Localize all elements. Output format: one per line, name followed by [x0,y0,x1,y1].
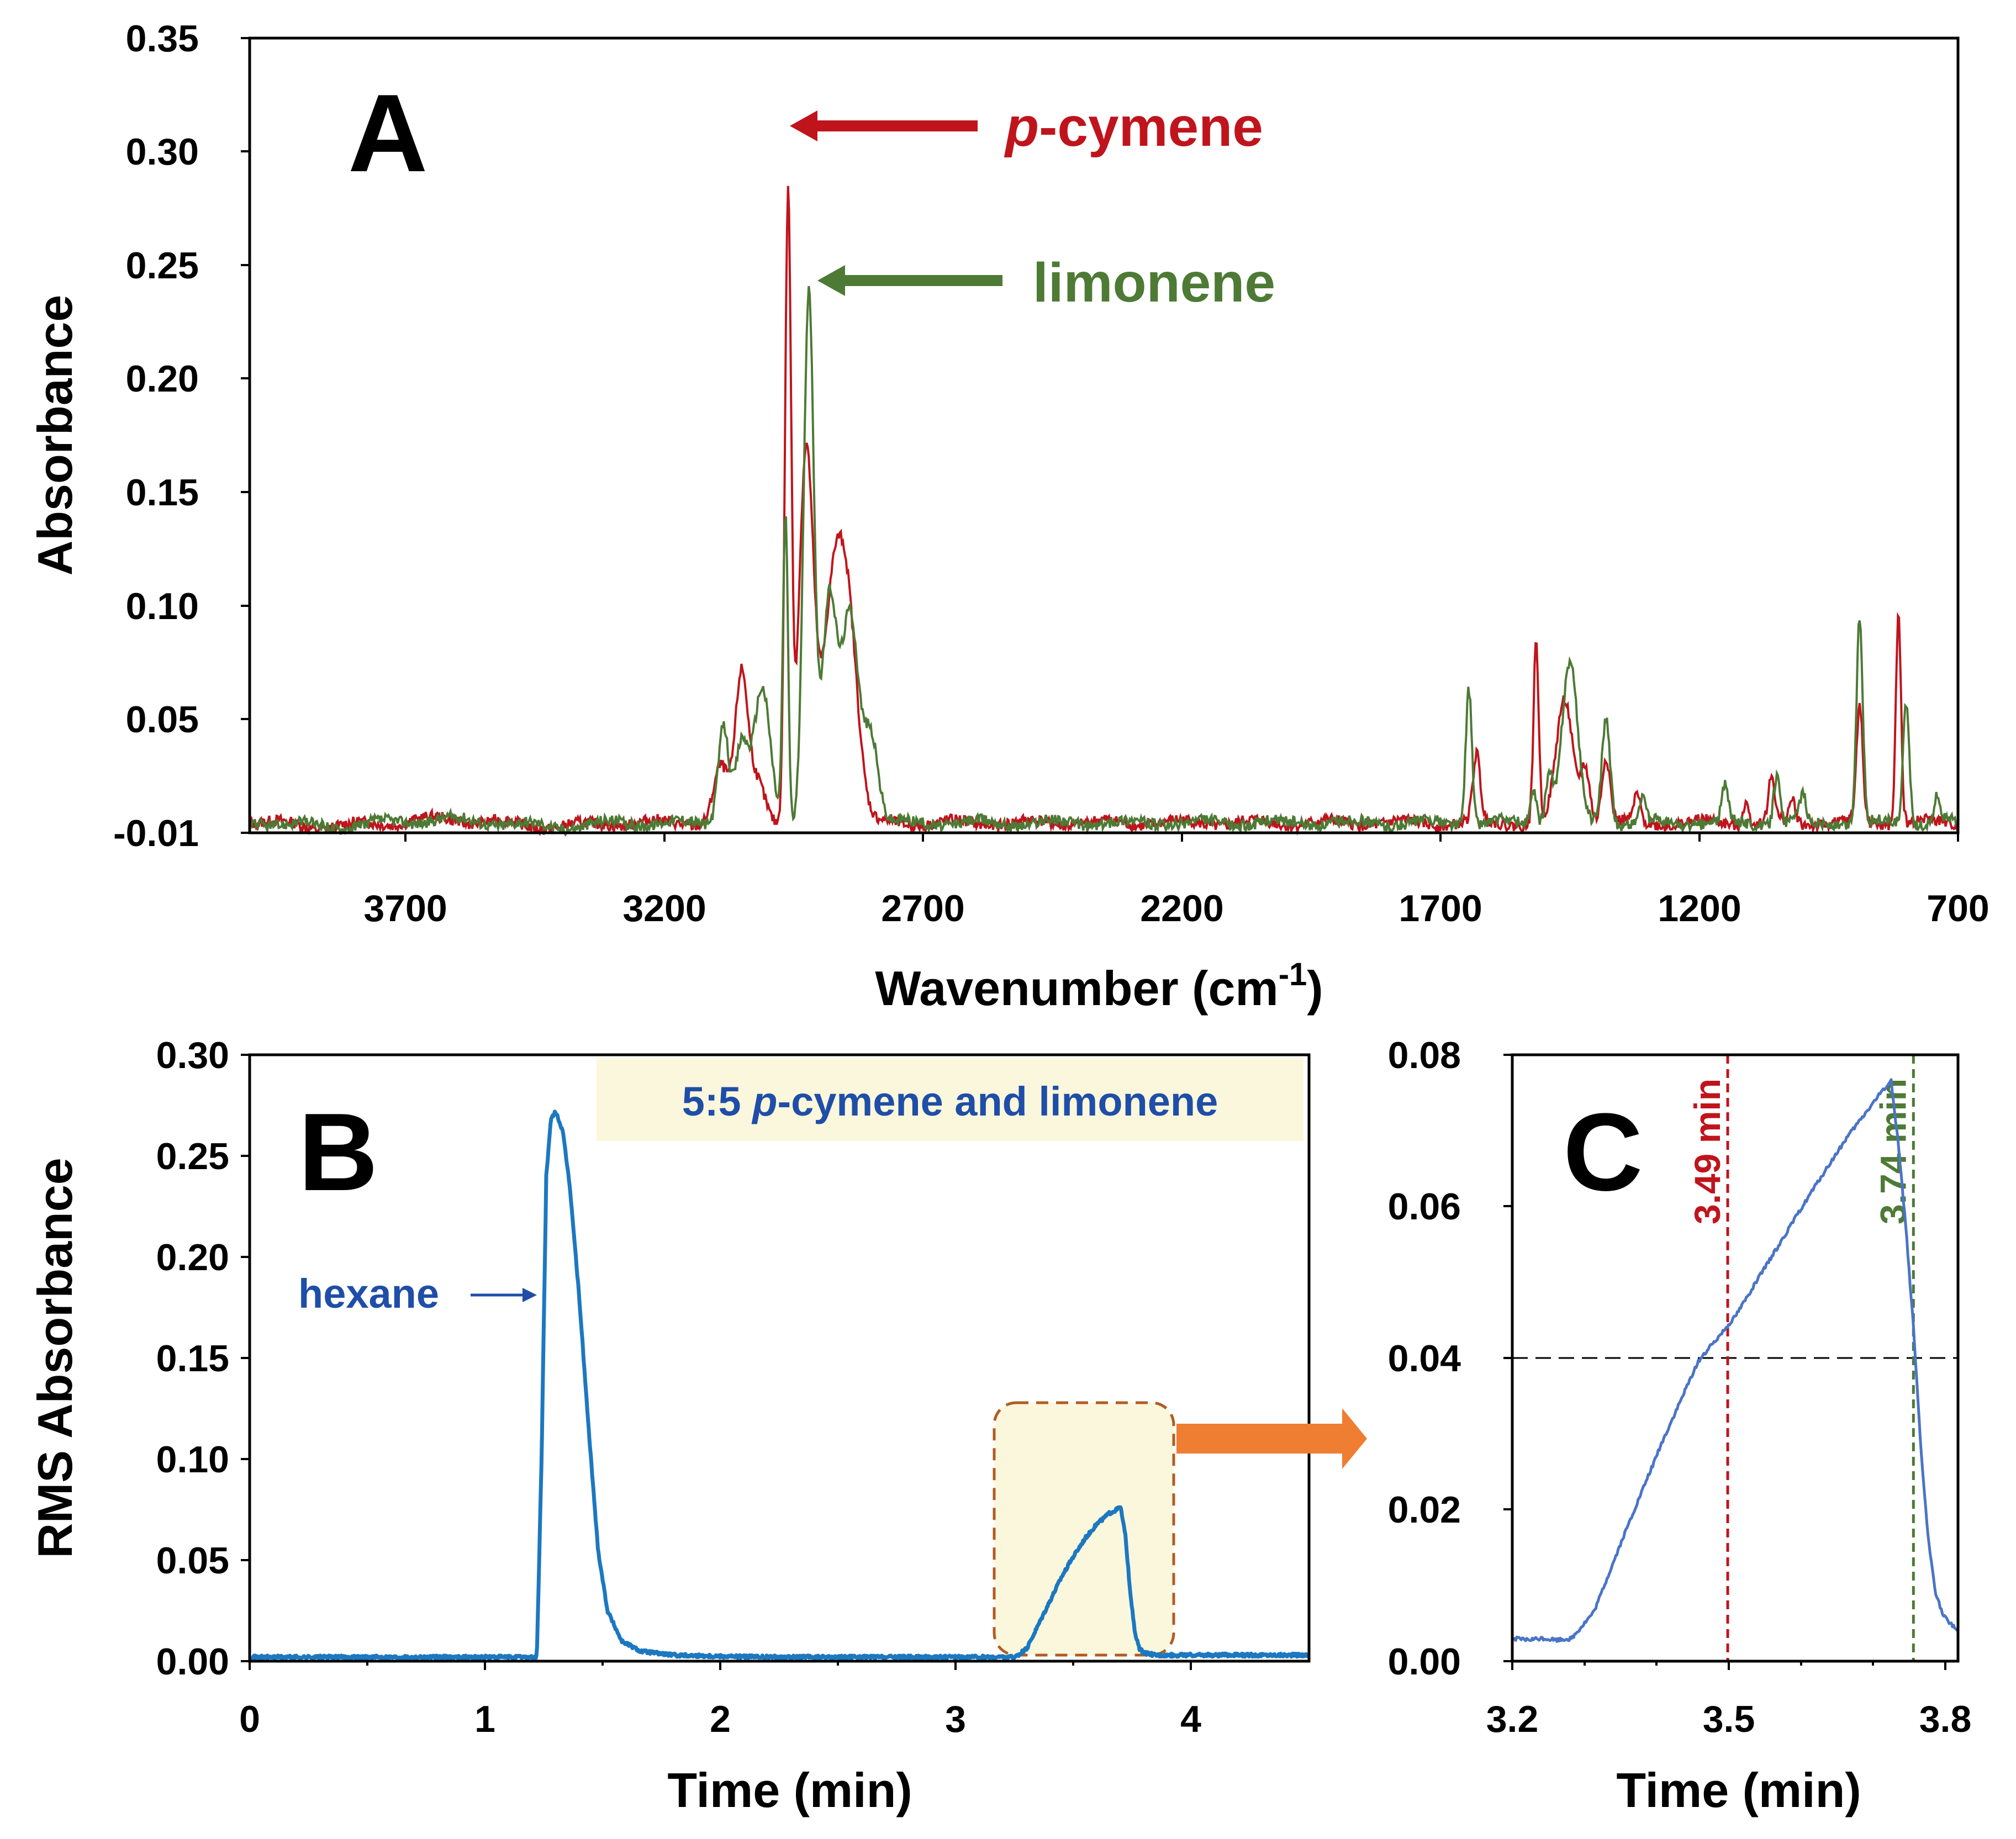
panel-a-y-tick-label: 0.10 [126,585,199,627]
panel-a-y-tick-marks [241,37,250,834]
panel-a-letter: A [348,72,428,195]
panel-c-x-tick-marks [1511,1661,1946,1670]
zoom-arrow [1176,1408,1367,1469]
panel-b-y-axis-title: RMS Absorbance [28,1158,82,1558]
panel-a-y-tick-labels: -0.01 0.05 0.10 0.15 0.20 0.25 0.30 0.35 [113,18,199,854]
panel-c-y-tick-label: 0.00 [1388,1641,1461,1683]
panel-a-y-tick-label: -0.01 [113,812,199,854]
panel-c-y-tick-label: 0.04 [1388,1338,1461,1380]
panel-c-zoom-chart: 0.00 0.02 0.04 0.06 0.08 3.2 3.5 3.8 [1388,1034,1972,1817]
panel-a-x-tick-label: 700 [1927,887,1989,929]
panel-c-x-tick-labels: 3.2 3.5 3.8 [1486,1698,1972,1740]
panel-b-x-tick-label: 0 [239,1698,260,1740]
panel-a-y-tick-label: 0.35 [126,18,199,60]
hexane-label: hexane [298,1271,439,1317]
hexane-arrow-head [523,1288,537,1302]
panel-a-y-tick-label: 0.15 [126,472,199,514]
panel-c-x-tick-label: 3.5 [1703,1698,1755,1740]
panel-a-x-tick-label: 2200 [1140,887,1223,929]
pcymene-label-italic: p [1004,96,1039,158]
panel-b-x-tick-label: 4 [1180,1698,1201,1740]
panel-a-series-line-limonene [249,286,1959,837]
panel-a-y-axis-title: Absorbance [28,295,82,576]
panel-b-series-line [248,1109,1311,1661]
panel-a-x-tick-label: 3200 [622,887,706,929]
panel-a-x-axis-title: Wavenumber (cm-1) [875,957,1323,1016]
limonene-annotation: limonene [817,252,1275,314]
panel-b-y-tick-label: 0.25 [156,1135,229,1177]
panel-c-x-tick-label: 3.8 [1919,1698,1972,1740]
panel-b-y-tick-label: 0.15 [156,1338,229,1380]
panel-c-x-tick-label: 3.2 [1486,1698,1539,1740]
panel-c-y-tick-marks [1503,1054,1512,1662]
panel-a-y-tick-label: 0.20 [126,358,199,400]
panel-b-x-tick-label: 3 [945,1698,966,1740]
panel-a-x-axis-title-main: Wavenumber (cm [875,961,1278,1016]
panel-b-y-tick-marks [241,1054,250,1662]
panel-a-x-tick-label: 1700 [1398,887,1482,929]
panel-b-y-tick-label: 0.10 [156,1439,229,1481]
panel-b-y-tick-label: 0.20 [156,1236,229,1278]
panel-c-y-tick-labels: 0.00 0.02 0.04 0.06 0.08 [1388,1034,1461,1683]
panel-b-series [248,1109,1311,1661]
panel-b-x-tick-label: 2 [710,1698,731,1740]
panel-b-x-tick-labels: 0 1 2 3 4 [239,1698,1201,1740]
pcymene-arrow-head [790,110,817,141]
panel-a-y-tick-label: 0.25 [126,245,199,287]
panel-a-x-tick-labels: 3700 3200 2700 2200 1700 1200 700 [363,887,1989,929]
panel-b-y-tick-label: 0.00 [156,1641,229,1683]
panel-a-y-tick-label: 0.05 [126,699,199,741]
panel-c-series: 3.49 min 3.74 min [1511,1055,1959,1661]
pcymene-label: p-cymene [1004,96,1263,158]
pcymene-label-rest: -cymene [1039,96,1263,158]
panel-c-series-line [1511,1078,1959,1643]
panel-b-y-tick-label: 0.05 [156,1540,229,1582]
panel-b-y-tick-labels: 0.00 0.05 0.10 0.15 0.20 0.25 0.30 [156,1034,229,1683]
panel-a-x-tick-label: 1200 [1658,887,1741,929]
panel-b-legend-box [597,1058,1303,1141]
limonene-arrow-head [817,265,845,296]
panel-a-x-tick-label: 3700 [363,887,447,929]
panel-b-legend-label-italic: p [751,1079,777,1124]
pcymene-annotation: p-cymene [790,96,1263,158]
panel-b-legend-label-pre: 5:5 [682,1079,753,1124]
zoom-region-box [993,1401,1175,1657]
panel-b-plot-frame [248,1053,1311,1663]
panel-c-y-tick-label: 0.08 [1388,1034,1461,1076]
panel-c-y-tick-label: 0.02 [1388,1489,1461,1531]
panel-c-x-axis-title: Time (min) [1616,1763,1861,1817]
panel-b-chromatogram-chart: 0.00 0.05 0.10 0.15 0.20 0.25 0.30 0 1 2… [28,1034,1367,1817]
panel-b-legend-label-post: -cymene and limonene [777,1079,1218,1124]
panel-a-y-tick-label: 0.30 [126,131,199,173]
panel-c-vline-label-1: 3.49 min [1687,1079,1728,1224]
panel-b-y-tick-label: 0.30 [156,1034,229,1076]
panel-a-x-axis-title-superscript: -1 [1279,957,1307,992]
panel-a-x-axis-title-close: ) [1307,961,1323,1016]
panel-c-y-tick-label: 0.06 [1388,1186,1461,1228]
panel-b-legend-label: 5:5 p-cymene and limonene [682,1079,1218,1124]
panel-a-spectrum-chart: -0.01 0.05 0.10 0.15 0.20 0.25 0.30 0.35… [28,18,1989,1016]
panel-b-x-axis-title: Time (min) [667,1763,912,1817]
panel-a-plot-frame [248,36,1960,834]
panel-c-plot-frame [1511,1053,1960,1663]
panel-c-letter: C [1563,1091,1643,1214]
panel-a-x-tick-marks [404,833,1959,842]
panel-b-x-tick-label: 1 [474,1698,495,1740]
limonene-label: limonene [1033,252,1275,314]
panel-b-letter: B [298,1091,378,1214]
panel-a-x-tick-label: 2700 [881,887,964,929]
